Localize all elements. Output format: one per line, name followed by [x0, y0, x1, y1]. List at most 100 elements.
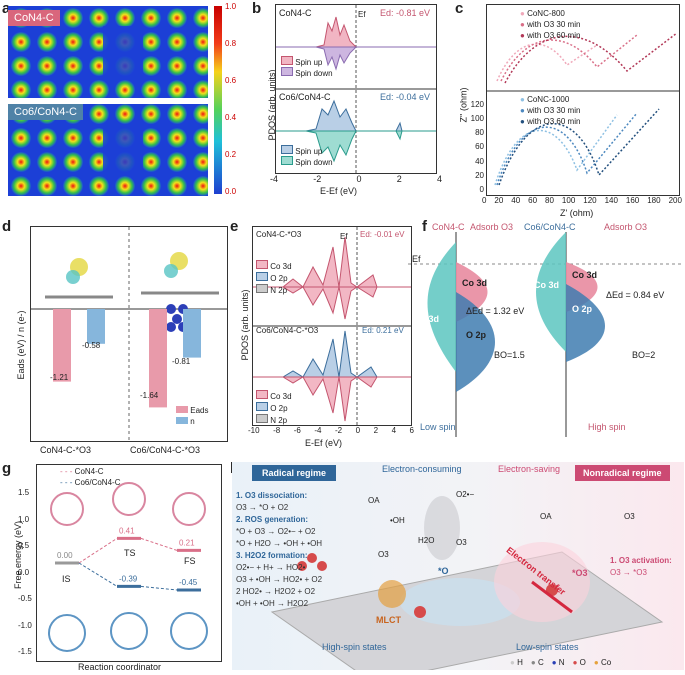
- atom-o-label: O: [579, 658, 586, 667]
- state-fs: FS: [184, 556, 196, 566]
- atom-c-label: C: [537, 658, 544, 667]
- step3d: •OH + •OH → H2O2: [236, 599, 309, 608]
- high-spin-label: High-spin states: [322, 642, 387, 652]
- x-tick: 100: [561, 196, 576, 205]
- panel-c-label: c: [455, 0, 464, 17]
- energy-value-label: 0.21: [179, 538, 195, 547]
- atom-c: ● C: [531, 658, 544, 667]
- series-label: with O3 60 min: [527, 31, 581, 40]
- legend-eads: Eads: [190, 406, 209, 415]
- legend-marker: ●: [520, 106, 525, 115]
- nyquist-xticks: 0 20 40 60 80 100 120 140 160 180 200: [482, 196, 682, 205]
- bar-label-2: -0.58: [82, 341, 101, 350]
- x-tick: 2: [396, 174, 402, 184]
- pdos-e-top-title: CoN4-C-*O3: [256, 230, 302, 239]
- orbital-left-title: CoN4-C: [432, 222, 465, 232]
- step3a: O2•− + H+ → HO2•: [236, 563, 306, 572]
- atom-o: ● O: [573, 658, 586, 667]
- pdos-b-frame: [275, 4, 437, 174]
- electron-saving-label: Electron-saving: [498, 464, 561, 474]
- panel-b-label: b: [252, 0, 262, 17]
- legend-marker: ●: [520, 31, 525, 40]
- bar-label-4: -0.81: [172, 357, 191, 366]
- o3-label-left: O3: [378, 550, 389, 559]
- x-tick: -2: [335, 426, 343, 435]
- atom-h: ● H: [510, 658, 523, 667]
- step2a: *O + O3 → O2•− + O2: [236, 527, 316, 536]
- atom-n: ● N: [552, 658, 565, 667]
- legend-co6con4c: Co6/CoN4-C: [74, 478, 121, 487]
- legend-marker: ●: [520, 95, 525, 104]
- pdos-b-top-ed: Ed: -0.81 eV: [380, 8, 431, 18]
- energy-connector-Co6/CoN4-C-1: [78, 562, 118, 587]
- orbital-diagram: [408, 222, 683, 438]
- state-is: IS: [62, 574, 71, 584]
- y-tick: 0.0: [18, 567, 30, 577]
- charge-density-svg: [8, 6, 208, 196]
- series-label: CoNC-1000: [527, 95, 570, 104]
- fermi-level-label: Ef: [412, 254, 421, 264]
- atom-legend: ● H ● C ● N ● O ● Co: [510, 658, 611, 667]
- step1-title: 1. O3 dissociation:: [236, 491, 308, 500]
- pdos-e-ef: Ef: [340, 232, 348, 241]
- legend-spin-up: Spin up: [295, 58, 323, 67]
- legend-marker: ●: [520, 117, 525, 126]
- atom-n-icon: ●: [551, 658, 557, 667]
- legend-n2p: N 2p: [270, 416, 288, 425]
- legend-line: - - -: [60, 467, 73, 476]
- bar-legend: Eads n: [176, 405, 208, 427]
- activation-eq: O3 → *O3: [610, 568, 647, 577]
- pdos-b-bottom-title: Co6/CoN4-C: [279, 92, 331, 102]
- nonradical-regime-badge: Nonradical regime: [575, 465, 670, 481]
- nyquist-frame: [486, 4, 680, 196]
- y-tick: 0: [479, 184, 484, 194]
- electron-consuming-label: Electron-consuming: [382, 464, 462, 474]
- co3d-label-left-ads: Co 3d: [462, 278, 488, 288]
- x-tick: 140: [604, 196, 618, 205]
- legend-swatch: [256, 272, 268, 281]
- oa-label-1: OA: [368, 496, 380, 505]
- oh-label: •OH: [390, 516, 405, 525]
- atom-c-icon: ●: [530, 658, 536, 667]
- colorbar-tick: 1.0: [225, 2, 237, 11]
- pdos-e-bottom-ed: Ed: 0.21 eV: [362, 326, 404, 335]
- radical-steps: 1. O3 dissociation: O3 → *O + O2 2. ROS …: [236, 490, 376, 610]
- legend-co3d: Co 3d: [270, 262, 292, 271]
- pdos-e-legend-bottom: Co 3d O 2p N 2p: [256, 390, 292, 426]
- state-ts: TS: [124, 548, 136, 558]
- x-tick: 0: [482, 196, 487, 205]
- legend-swatch: [281, 56, 293, 65]
- bar-ylabel: Eads (eV) / n (e-): [16, 310, 26, 380]
- pdos-e-top-ed: Ed: -0.01 eV: [360, 230, 405, 239]
- atom-h-icon: ●: [510, 658, 515, 667]
- o2p-label-left: O 2p: [466, 330, 487, 340]
- nyquist-yticks: 120 100 80 60 40 20 0: [468, 100, 484, 194]
- orbital-svg: [408, 232, 683, 437]
- colorbar: [214, 6, 222, 194]
- x-tick: 6: [409, 426, 414, 435]
- bar-frame: [30, 226, 228, 442]
- atom-co-icon: ●: [593, 658, 599, 667]
- legend-n: n: [190, 417, 195, 426]
- x-tick: 120: [583, 196, 597, 205]
- oa-label-2: OA: [540, 512, 552, 521]
- legend-co3d: Co 3d: [270, 392, 292, 401]
- bond-order-right: BO=2: [632, 350, 656, 360]
- orbital-left-adsorb: Adsorb O3: [470, 222, 514, 232]
- orbital-right-adsorb: Adsorb O3: [604, 222, 648, 232]
- y-tick: 20: [475, 170, 484, 180]
- o3-label-right: O3: [624, 512, 635, 521]
- legend-o2p: O 2p: [270, 404, 288, 413]
- pdos-e-ylabel: PDOS (arb. units): [240, 289, 250, 361]
- colorbar-tick: 0.8: [225, 39, 237, 48]
- panel-d-label: d: [2, 218, 12, 235]
- mechanism-scene: [232, 462, 684, 675]
- low-spin-label: Low-spin states: [516, 642, 579, 652]
- bar-chart-svg: [31, 227, 227, 441]
- legend-o2p: O 2p: [270, 274, 288, 283]
- y-tick: -1.0: [18, 620, 32, 630]
- pdos-e-legend-top: Co 3d O 2p N 2p: [256, 260, 292, 296]
- panel-f-label: f: [422, 218, 427, 235]
- charge-density-map: [8, 6, 208, 196]
- legend-swatch: [256, 284, 268, 293]
